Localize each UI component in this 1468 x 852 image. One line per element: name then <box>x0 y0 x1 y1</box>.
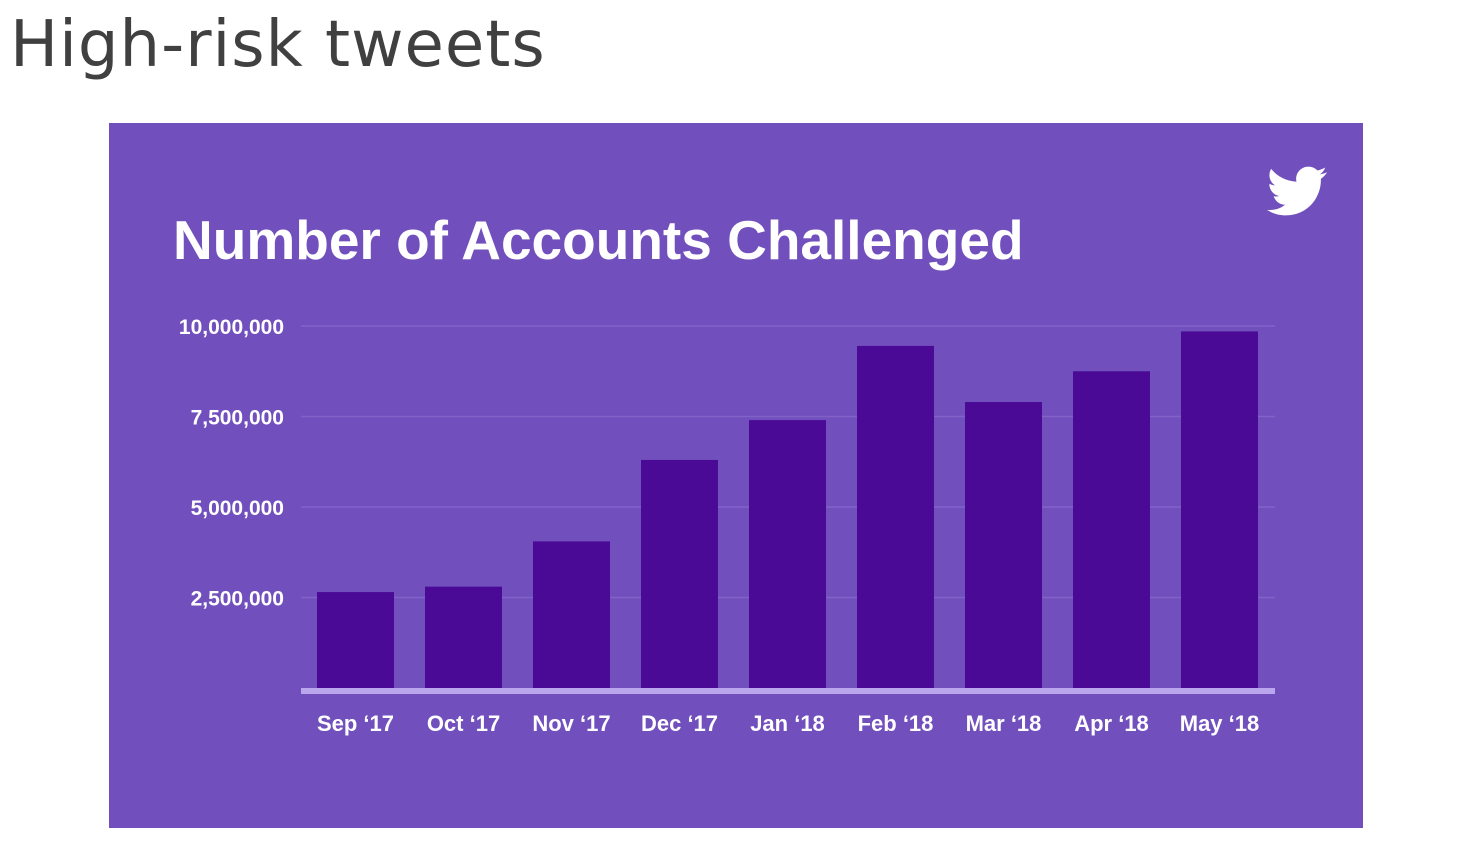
x-tick-labels: Sep ‘17 Oct ‘17 Nov ‘17 Dec ‘17 Jan ‘18 Feb ‘… <box>317 711 1259 736</box>
bar-chart: 2,500,000 5,000,000 7,500,000 10,000,000 Se… <box>109 123 1363 828</box>
chart-panel: 2,500,000 5,000,000 7,500,000 10,000,000 Se… <box>109 123 1363 828</box>
y-tick-label: 2,500,000 <box>191 588 284 611</box>
x-tick-label: Jan ‘18 <box>750 711 825 736</box>
x-tick-label: Apr ‘18 <box>1074 711 1149 736</box>
bar <box>425 586 502 688</box>
bar <box>965 402 1042 688</box>
y-tick-label: 5,000,000 <box>191 497 284 520</box>
x-axis-baseline <box>301 688 1275 694</box>
bar <box>533 541 610 688</box>
bar <box>1073 371 1150 688</box>
x-tick-label: Feb ‘18 <box>858 711 934 736</box>
x-tick-label: Dec ‘17 <box>641 711 718 736</box>
bar <box>1181 331 1258 688</box>
x-tick-label: Mar ‘18 <box>966 711 1042 736</box>
chart-background <box>109 123 1363 828</box>
bar <box>641 459 718 688</box>
slide-title: High-risk tweets <box>10 8 546 82</box>
y-tick-label: 10,000,000 <box>179 316 284 339</box>
x-tick-label: May ‘18 <box>1180 711 1260 736</box>
bar <box>749 420 826 688</box>
x-tick-label: Oct ‘17 <box>427 711 500 736</box>
x-tick-label: Sep ‘17 <box>317 711 394 736</box>
x-tick-label: Nov ‘17 <box>532 711 610 736</box>
twitter-bird-icon <box>1267 166 1328 216</box>
bars <box>317 331 1258 688</box>
chart-title: Number of Accounts Challenged <box>173 209 1024 271</box>
y-tick-labels: 2,500,000 5,000,000 7,500,000 10,000,000 <box>179 316 284 611</box>
bar <box>317 592 394 688</box>
bar <box>857 345 934 688</box>
y-tick-label: 7,500,000 <box>191 407 284 430</box>
